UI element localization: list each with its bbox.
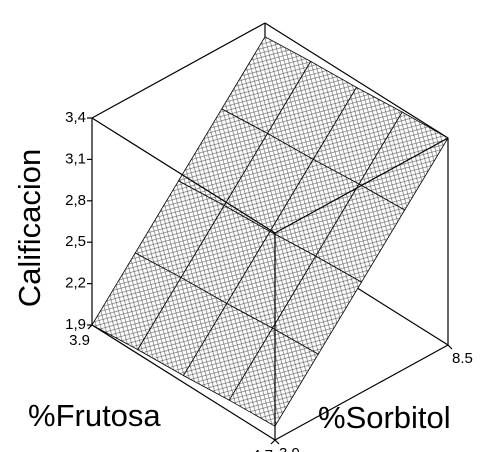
z-tick-label: 2,5 — [65, 233, 86, 250]
y-tick — [447, 344, 453, 350]
box-edge — [274, 137, 449, 234]
surface-cell — [228, 327, 319, 427]
box-edge — [91, 324, 276, 441]
z-tick-label: 2,8 — [65, 192, 86, 209]
x-axis-title: %Frutosa — [28, 398, 161, 433]
y-tick-label: 3.9 — [279, 445, 300, 452]
x-tick — [270, 439, 276, 445]
z-axis-title: Calificacion — [12, 149, 47, 308]
z-tick-label: 2,2 — [65, 275, 86, 292]
z-tick-label: 3,1 — [65, 150, 86, 167]
box-edge — [91, 22, 266, 119]
z-tick-label: 1,9 — [65, 316, 86, 333]
x-tick-label: 3.9 — [69, 332, 90, 349]
y-axis-title: %Sorbitol — [318, 400, 451, 435]
x-tick — [87, 324, 93, 330]
y-tick — [274, 439, 280, 445]
y-tick-label: 8.5 — [452, 350, 473, 367]
box-edge — [274, 344, 449, 441]
box-edge — [264, 22, 449, 139]
box-edge — [91, 117, 276, 234]
x-tick-label: 4.7 — [252, 447, 273, 452]
z-tick-label: 3,4 — [65, 109, 86, 126]
